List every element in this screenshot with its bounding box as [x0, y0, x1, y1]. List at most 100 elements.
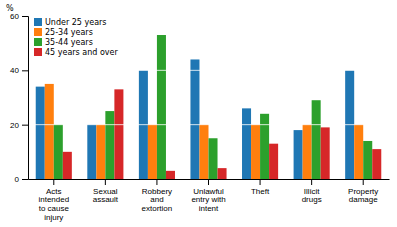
x-tick: Theft	[251, 179, 270, 196]
x-tick-label-line: and	[150, 195, 163, 204]
x-tick: Robberyandextortion	[142, 179, 173, 213]
x-tick-mark	[260, 179, 261, 185]
bar	[45, 84, 54, 179]
bar	[312, 100, 321, 179]
y-tick-mark	[22, 16, 28, 17]
x-tick-label: Unlawfulentry withintent	[191, 187, 225, 214]
x-tick-label-line: Robbery	[142, 187, 172, 196]
grid-line	[28, 124, 389, 125]
y-tick: 60	[10, 12, 28, 21]
x-axis: Actsintendedto causeinjury Sexualassault R…	[29, 179, 390, 222]
x-tick: Illicitdrugs	[302, 179, 322, 204]
legend-item: 45 years and over	[34, 48, 118, 57]
x-tick-label: Propertydamage	[348, 187, 378, 205]
x-tick-label-line: extortion	[142, 204, 173, 213]
x-tick-label-line: Sexual	[93, 187, 118, 196]
bar	[269, 144, 278, 179]
bar	[354, 125, 363, 179]
x-tick-label: Actsintendedto causeinjury	[38, 187, 69, 222]
x-tick-label-line: drugs	[302, 195, 322, 204]
chart-container: 0204060Actsintendedto causeinjurySexuala…	[0, 0, 397, 227]
y-tick: 20	[10, 121, 28, 130]
x-tick-label-line: to cause	[39, 204, 70, 213]
bar	[96, 125, 105, 179]
x-tick-label-line: intended	[38, 195, 69, 204]
legend-swatch	[34, 18, 42, 26]
x-tick-mark	[53, 179, 54, 185]
bar-series	[36, 59, 354, 179]
bar	[260, 114, 269, 179]
legend-swatch	[34, 48, 42, 56]
legend-label: 45 years and over	[45, 48, 118, 57]
x-tick-label: Theft	[251, 187, 270, 196]
x-tick-label-line: Theft	[251, 187, 270, 196]
bar	[242, 108, 251, 179]
x-tick-label-line: assault	[93, 195, 119, 204]
legend-label: 35-44 years	[45, 38, 93, 47]
y-tick-mark	[22, 70, 28, 71]
bars	[36, 35, 382, 179]
x-tick: Actsintendedto causeinjury	[38, 179, 69, 222]
legend-label: Under 25 years	[45, 18, 107, 27]
x-tick-label-line: intent	[199, 204, 219, 213]
bar	[148, 125, 157, 179]
grid	[28, 70, 389, 124]
bar-series	[63, 89, 381, 179]
y-axis: 0 20 40 60	[10, 12, 28, 184]
legend-item: Under 25 years	[34, 18, 107, 27]
legend-swatch	[34, 38, 42, 46]
x-tick-label: Robberyandextortion	[142, 187, 173, 214]
bar-series	[45, 84, 363, 179]
bar	[157, 35, 166, 179]
bar	[87, 125, 96, 179]
x-tick-label-line: Acts	[46, 187, 62, 196]
y-tick: 0	[15, 175, 28, 184]
legend-swatch	[34, 28, 42, 36]
y-tick-mark	[22, 179, 28, 180]
legend-item: 25-34 years	[34, 28, 93, 37]
y-tick-mark	[22, 125, 28, 126]
x-tick: Sexualassault	[93, 179, 119, 204]
x-tick-label-line: injury	[44, 213, 63, 222]
bar	[294, 130, 303, 179]
x-tick-mark	[156, 179, 157, 185]
x-tick-mark	[208, 179, 209, 185]
bar	[105, 111, 114, 179]
bar	[321, 127, 330, 179]
bar	[209, 138, 218, 179]
bar	[199, 125, 208, 179]
legend-label: 25-34 years	[45, 28, 93, 37]
legend-item: 35-44 years	[34, 38, 93, 47]
x-tick-label-line: Property	[348, 187, 378, 196]
y-tick-label: 0	[15, 175, 20, 184]
bar	[218, 168, 227, 179]
x-tick-mark	[363, 179, 364, 185]
x-tick-mark	[105, 179, 106, 185]
bar	[251, 125, 260, 179]
plot: 0204060Actsintendedto causeinjurySexuala…	[10, 12, 389, 222]
x-tick-label: Sexualassault	[93, 187, 119, 205]
grid-line	[28, 70, 389, 71]
x-tick-label-line: Unlawful	[193, 187, 224, 196]
y-tick-label: 20	[10, 121, 19, 130]
y-axis-line	[22, 17, 29, 180]
chart-svg: 0204060Actsintendedto causeinjurySexuala…	[0, 0, 397, 227]
y-tick-label: 60	[10, 12, 19, 21]
y-tick: 40	[10, 66, 28, 75]
y-axis-label: %	[6, 4, 14, 13]
bar	[114, 89, 123, 179]
x-tick-label-line: Illicit	[304, 187, 320, 196]
x-tick-mark	[311, 179, 312, 185]
x-tick-label-line: entry with	[191, 195, 225, 204]
bar	[372, 149, 381, 179]
bar	[303, 125, 312, 179]
bar	[54, 125, 63, 179]
legend: Under 25 years25-34 years35-44 years45 y…	[34, 18, 118, 57]
x-tick: Unlawfulentry withintent	[191, 179, 225, 213]
x-tick: Propertydamage	[348, 179, 378, 204]
bar	[190, 59, 199, 179]
y-tick-label: 40	[10, 66, 19, 75]
bar	[166, 171, 175, 179]
bar	[63, 152, 72, 179]
bar	[36, 87, 45, 179]
